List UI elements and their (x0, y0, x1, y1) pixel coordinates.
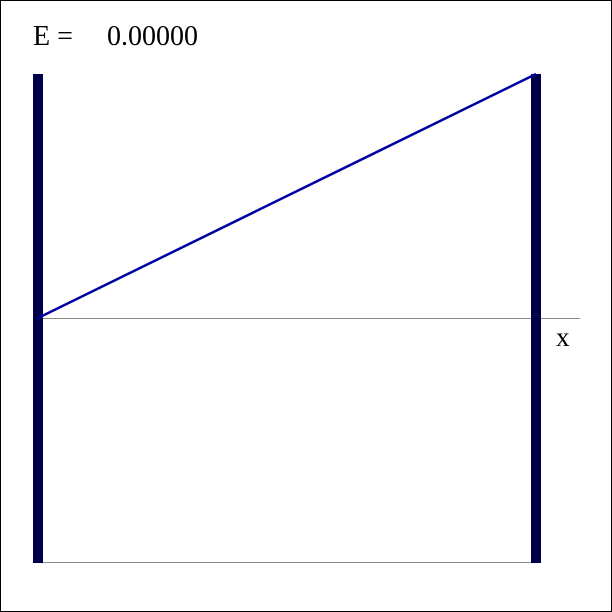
energy-value: 0.00000 (107, 21, 198, 52)
energy-label: E = (33, 21, 73, 52)
right-wall (531, 74, 541, 563)
x-axis-label: x (556, 322, 570, 352)
wavefunction-line (37, 72, 537, 320)
left-wall (33, 74, 43, 563)
